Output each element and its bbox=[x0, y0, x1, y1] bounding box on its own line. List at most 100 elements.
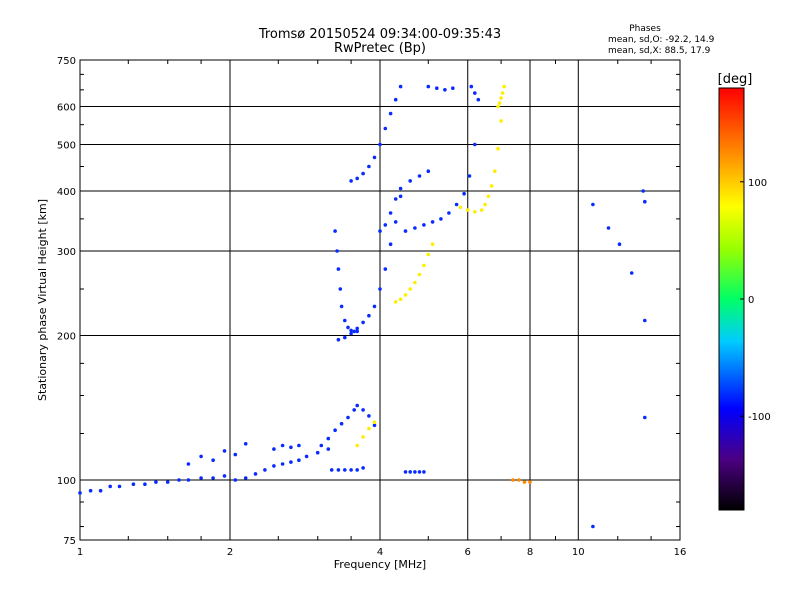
data-point bbox=[426, 84, 431, 89]
echo-points bbox=[78, 84, 647, 529]
data-point bbox=[617, 242, 622, 246]
data-point bbox=[398, 186, 403, 191]
data-point bbox=[211, 476, 215, 480]
data-point bbox=[98, 488, 103, 493]
data-point bbox=[272, 464, 276, 468]
data-point bbox=[393, 197, 398, 201]
x-tick-label: 2 bbox=[227, 547, 233, 558]
data-point bbox=[606, 226, 611, 230]
y-tick-label: 400 bbox=[57, 187, 76, 198]
colorbar-tick-label: 0 bbox=[748, 295, 754, 306]
data-point bbox=[499, 119, 503, 123]
data-point bbox=[339, 421, 344, 426]
data-point bbox=[315, 450, 320, 455]
data-point bbox=[499, 96, 503, 100]
data-point bbox=[413, 226, 417, 230]
data-point bbox=[473, 210, 477, 214]
data-point bbox=[333, 229, 337, 233]
data-point bbox=[199, 476, 203, 480]
data-point bbox=[263, 468, 267, 472]
data-point bbox=[517, 478, 521, 482]
colorbar-tick-label: 100 bbox=[748, 178, 767, 189]
data-point bbox=[372, 155, 377, 160]
data-point bbox=[243, 476, 248, 480]
data-point bbox=[355, 326, 360, 331]
y-tick-label: 100 bbox=[57, 476, 76, 487]
data-point bbox=[355, 403, 360, 408]
colorbar-tick-label: -100 bbox=[748, 412, 771, 423]
data-point bbox=[186, 462, 191, 466]
data-point bbox=[117, 484, 122, 489]
x-axis-ticks: 1 2 4 6 8 10 16 bbox=[77, 60, 687, 558]
data-point bbox=[388, 211, 393, 215]
data-point bbox=[489, 184, 494, 188]
data-point bbox=[211, 458, 215, 463]
data-point bbox=[417, 470, 422, 474]
data-point bbox=[233, 478, 238, 482]
grid-lines bbox=[80, 60, 680, 540]
data-point bbox=[398, 297, 403, 302]
y-tick-label: 600 bbox=[57, 103, 76, 114]
data-point bbox=[336, 267, 341, 271]
data-point bbox=[641, 189, 645, 193]
data-point bbox=[346, 415, 350, 420]
data-point bbox=[469, 84, 474, 89]
data-point bbox=[372, 423, 377, 428]
y-axis-label: Stationary phase Virtual Height [km] bbox=[36, 199, 49, 401]
data-point bbox=[346, 325, 350, 330]
data-point bbox=[447, 211, 451, 215]
data-point bbox=[329, 468, 334, 472]
data-point bbox=[458, 205, 463, 210]
data-point bbox=[349, 468, 353, 472]
data-point bbox=[462, 191, 466, 196]
data-point bbox=[165, 480, 170, 484]
data-point bbox=[378, 287, 382, 291]
data-point bbox=[349, 331, 353, 336]
data-point bbox=[289, 460, 293, 464]
data-point bbox=[408, 470, 413, 474]
data-point bbox=[443, 88, 447, 92]
data-point bbox=[643, 318, 647, 323]
data-point bbox=[479, 208, 484, 212]
data-point bbox=[367, 313, 371, 318]
data-point bbox=[408, 287, 413, 291]
data-point bbox=[361, 435, 365, 439]
data-point bbox=[304, 454, 309, 459]
data-point bbox=[378, 142, 382, 147]
data-point bbox=[338, 287, 343, 291]
data-point bbox=[493, 169, 497, 173]
data-point bbox=[131, 482, 136, 487]
x-tick-label: 8 bbox=[527, 547, 533, 558]
y-tick-label: 300 bbox=[57, 247, 76, 258]
data-point bbox=[643, 415, 647, 420]
data-point bbox=[367, 414, 371, 418]
data-point bbox=[591, 524, 595, 529]
colorbar-label: [deg] bbox=[718, 72, 753, 87]
data-point bbox=[372, 304, 377, 309]
data-point bbox=[435, 86, 439, 90]
data-point bbox=[403, 470, 408, 474]
data-point bbox=[326, 436, 331, 441]
data-point bbox=[451, 86, 455, 90]
data-point bbox=[430, 220, 435, 224]
data-point bbox=[497, 101, 502, 105]
chart-subtitle: RwPretec (Bp) bbox=[334, 41, 426, 56]
data-point bbox=[422, 223, 426, 227]
chart-title: Tromsø 20150524 09:34:00-09:35:43 bbox=[258, 27, 501, 42]
data-point bbox=[233, 452, 238, 457]
data-point bbox=[367, 426, 371, 431]
x-tick-label: 10 bbox=[572, 547, 585, 558]
y-tick-label: 75 bbox=[63, 536, 76, 547]
data-point bbox=[222, 474, 227, 478]
data-point bbox=[343, 318, 347, 323]
data-point bbox=[88, 488, 93, 493]
data-point bbox=[454, 202, 459, 207]
data-point bbox=[383, 267, 388, 271]
data-point bbox=[426, 252, 431, 257]
data-point bbox=[422, 263, 426, 268]
data-point bbox=[297, 458, 301, 463]
data-point bbox=[253, 472, 258, 476]
data-point bbox=[349, 179, 353, 183]
x-tick-label: 16 bbox=[674, 547, 687, 558]
